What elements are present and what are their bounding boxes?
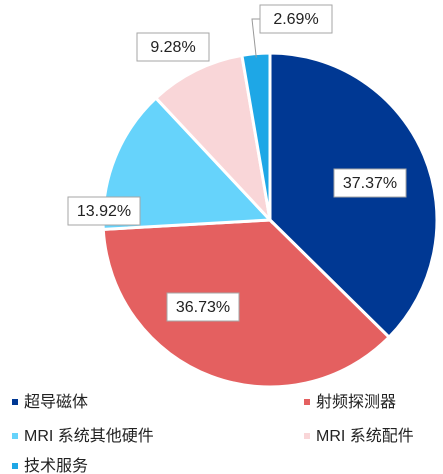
legend-marker [304,433,310,439]
legend-marker [304,399,310,405]
label-box [333,168,407,198]
data-label: 36.73% [176,299,230,316]
data-label: 13.92% [77,203,131,220]
data-label: 37.37% [343,175,397,192]
data-label: 9.28% [150,39,195,56]
legend-marker [12,433,18,439]
leader-line [251,18,260,58]
legend-label: 射频探测器 [316,393,396,411]
legend-label: MRI 系统其他硬件 [24,427,154,445]
legend-label: 技术服务 [24,457,88,474]
label-box [136,32,210,62]
legend-label: 超导磁体 [24,393,88,411]
pie-slice [153,53,273,225]
legend-label: MRI 系统配件 [316,427,414,445]
label-box [166,292,240,322]
data-label: 2.69% [273,11,318,28]
pie-slice [101,218,392,389]
label-box [67,196,141,226]
label-box [259,4,333,34]
legend-marker [12,399,18,405]
legend-marker [12,463,18,469]
